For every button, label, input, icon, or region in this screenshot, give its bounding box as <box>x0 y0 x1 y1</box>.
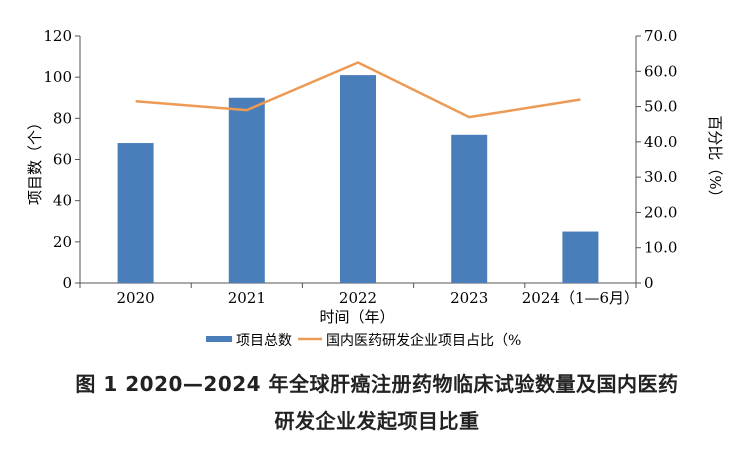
line-series <box>135 61 581 119</box>
y-left-tick-label: 120 <box>43 27 72 45</box>
y-right-tick-label: 70.0 <box>644 27 677 45</box>
figure-caption-line-2: 研发企业发起项目比重 <box>274 409 480 433</box>
tick-labels: 0 20 40 60 80 100 120 0 10.0 20.0 30.0 40.0 50.0 60.0… <box>43 27 677 307</box>
x-tick-label: 2021 <box>228 289 266 307</box>
legend-line-label: 国内医药研发企业项目占比（% <box>326 332 521 349</box>
x-tick-label: 2024（1—6月） <box>522 289 639 307</box>
bar <box>117 143 154 283</box>
y-right-tick-label: 30.0 <box>644 168 677 186</box>
y-axis-left-label: 项目数（个） <box>26 115 44 205</box>
chart: 0 20 40 60 80 100 120 0 10.0 20.0 30.0 40.0 50.0 60.0… <box>26 27 724 349</box>
x-tick-label: 2020 <box>117 289 155 307</box>
y-right-tick-label: 40.0 <box>644 133 677 151</box>
figure-caption-line-1: 图 1 2020—2024 年全球肝癌注册药物临床试验数量及国内医药 <box>75 372 679 396</box>
x-tick-label: 2023 <box>450 289 488 307</box>
bar <box>340 75 376 283</box>
y-left-tick-label: 0 <box>62 274 72 292</box>
y-right-tick-label: 10.0 <box>644 239 677 257</box>
bar <box>451 134 488 283</box>
y-right-tick-label: 60.0 <box>644 62 677 80</box>
y-axis-right-label: 百分比（%） <box>706 115 724 204</box>
y-left-tick-label: 80 <box>53 109 72 127</box>
bar <box>228 97 265 283</box>
bar <box>562 231 599 283</box>
x-tick-label: 2022 <box>339 289 377 307</box>
y-right-tick-label: 20.0 <box>644 203 677 221</box>
y-right-tick-label: 50.0 <box>644 98 677 116</box>
y-left-tick-label: 60 <box>53 151 72 169</box>
legend-bar-swatch <box>206 336 232 342</box>
legend: 项目总数 国内医药研发企业项目占比（% <box>206 332 521 349</box>
y-left-tick-label: 100 <box>43 68 72 86</box>
y-left-tick-label: 40 <box>53 192 72 210</box>
bar-series <box>117 75 599 283</box>
y-right-tick-label: 0 <box>644 274 654 292</box>
legend-bar-label: 项目总数 <box>236 333 292 349</box>
y-left-tick-label: 20 <box>53 233 72 251</box>
x-axis-label: 时间（年） <box>319 308 394 326</box>
